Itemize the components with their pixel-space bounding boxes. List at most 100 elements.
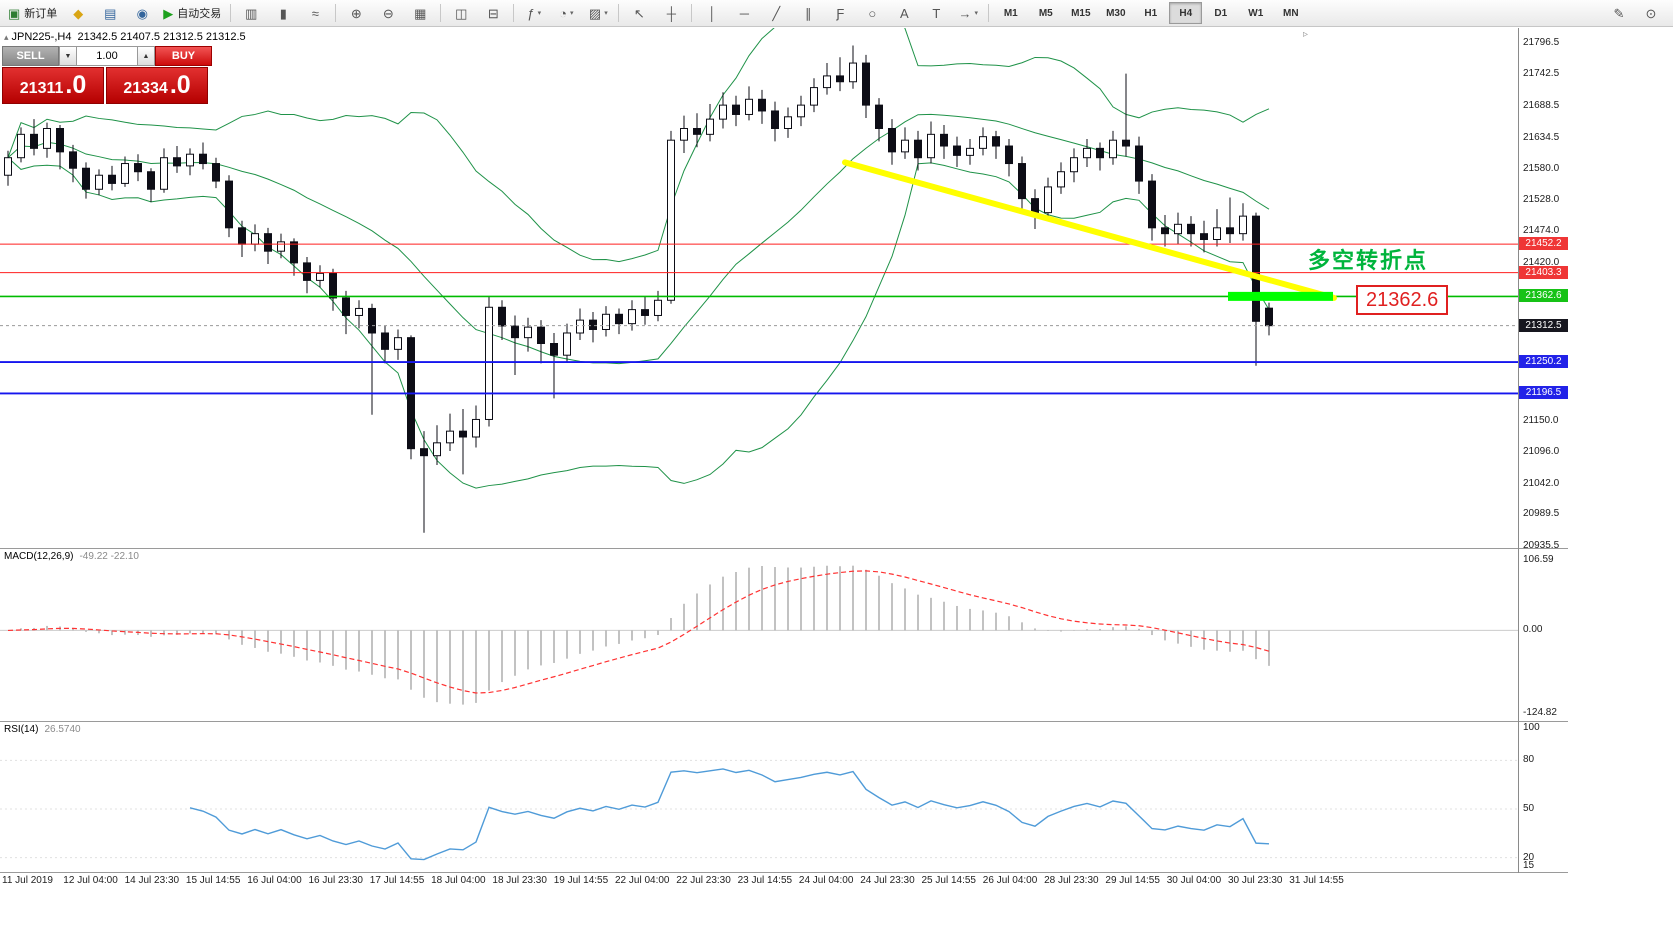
time-label: 29 Jul 14:55: [1105, 875, 1160, 886]
timeframe-d1[interactable]: D1: [1214, 7, 1228, 19]
trendline-button[interactable]: ╱: [761, 1, 791, 25]
volume-increase-button[interactable]: ▲: [137, 46, 155, 66]
vertical-line-button[interactable]: │: [697, 1, 727, 25]
candle: [173, 146, 181, 173]
autoscroll-icon[interactable]: ▹: [1303, 29, 1309, 40]
timeframe-mn[interactable]: MN: [1283, 7, 1299, 19]
indicators-button-dropdown-arrow[interactable]: ▾: [537, 10, 542, 17]
tile-windows-button[interactable]: ◫: [446, 1, 476, 25]
indicators-button[interactable]: ƒ ▾: [519, 1, 549, 25]
shapes-button[interactable]: ○: [857, 1, 887, 25]
candle: [849, 45, 857, 89]
one-click-trading-panel: SELL ▼ ▲ BUY 21311 .0 21334 .0: [2, 46, 212, 104]
text-button[interactable]: A: [889, 1, 919, 25]
fibonacci-button[interactable]: Ƒ: [825, 1, 855, 25]
candle: [277, 233, 285, 259]
candle: [1174, 212, 1182, 245]
periods-button[interactable]: ◔ ▾: [551, 1, 581, 25]
channel-button[interactable]: ∥: [793, 1, 823, 25]
candle: [134, 154, 142, 182]
sell-price-pips: .0: [65, 71, 87, 99]
vertical-line-icon: │: [708, 5, 717, 21]
crosshair-button[interactable]: ┼: [656, 1, 686, 25]
new-order-button[interactable]: ▣ 新订单: [4, 1, 61, 25]
candle: [1005, 139, 1013, 177]
arrows-button-dropdown-arrow[interactable]: ▾: [974, 10, 979, 17]
candle: [225, 175, 233, 238]
candle: [342, 290, 350, 335]
sell-price-button[interactable]: 21311 .0: [2, 67, 104, 104]
trendline-object[interactable]: [842, 159, 1337, 301]
line-chart-button[interactable]: ≈: [300, 1, 330, 25]
arrows-button[interactable]: → ▾: [953, 1, 983, 25]
cascade-windows-button[interactable]: ⊟: [478, 1, 508, 25]
templates-button-dropdown-arrow[interactable]: ▾: [604, 10, 608, 17]
timeframe-h4[interactable]: H4: [1169, 2, 1203, 24]
news-button[interactable]: ◉: [127, 1, 157, 25]
cascade-windows-icon: ⊟: [487, 5, 499, 21]
price-tick: 20989.5: [1523, 508, 1560, 520]
candle: [303, 257, 311, 294]
periods-button-dropdown-arrow[interactable]: ▾: [569, 10, 574, 17]
bar-chart-icon: ▥: [245, 5, 258, 21]
cursor-button[interactable]: ↖: [624, 1, 654, 25]
panel-separator[interactable]: [0, 548, 1568, 549]
zoom-in-button[interactable]: ⊕: [341, 1, 371, 25]
candle: [654, 290, 662, 322]
candle: [199, 142, 207, 170]
toolbar-separator: [618, 4, 620, 22]
bar-chart-button[interactable]: ▥: [236, 1, 266, 25]
candle: [394, 329, 402, 360]
rsi-canvas[interactable]: [0, 722, 1518, 872]
trade-panel-prices: 21311 .0 21334 .0: [2, 67, 212, 104]
profiles-icon: ◆: [73, 5, 84, 21]
timeframe-h1[interactable]: H1: [1144, 7, 1158, 19]
candle: [82, 162, 90, 199]
label-button[interactable]: T: [921, 1, 951, 25]
candle: [4, 150, 12, 186]
timeframe-m1[interactable]: M1: [1003, 7, 1018, 19]
sell-button[interactable]: SELL: [2, 46, 59, 66]
timeframe-m5[interactable]: M5: [1038, 7, 1053, 19]
panel-separator: [0, 872, 1568, 873]
find-button[interactable]: ⊙: [1645, 6, 1657, 21]
templates-button[interactable]: ▨ ▾: [583, 1, 613, 25]
macd-canvas[interactable]: [0, 550, 1518, 720]
buy-price-button[interactable]: 21334 .0: [106, 67, 208, 104]
panel-separator[interactable]: [0, 721, 1568, 722]
candle: [823, 63, 831, 95]
news-icon: ◉: [136, 5, 148, 21]
volume-decrease-button[interactable]: ▼: [59, 46, 77, 66]
timeframe-m15[interactable]: M15: [1071, 7, 1091, 19]
candlestick-chart-button[interactable]: ▮: [268, 1, 298, 25]
price-chart-canvas[interactable]: [0, 28, 1518, 548]
price-tick: 21150.0: [1523, 414, 1559, 426]
timeframe-m30[interactable]: M30: [1106, 7, 1126, 19]
toolbar-separator: [230, 4, 232, 22]
candle: [1200, 220, 1208, 253]
annotation-level-label: 21362.6: [1356, 285, 1449, 315]
grid-button[interactable]: ▦: [405, 1, 435, 25]
time-label: 28 Jul 23:30: [1044, 875, 1099, 886]
candle: [1096, 142, 1104, 171]
candle: [1252, 212, 1260, 366]
time-axis: 11 Jul 2019 12 Jul 04:00 14 Jul 23:30 15 Ju…: [0, 875, 1518, 889]
volume-input[interactable]: [77, 46, 137, 66]
profiles-button[interactable]: ◆: [63, 1, 93, 25]
timeframe-w1[interactable]: W1: [1248, 7, 1264, 19]
symbol-triangle-icon: ▴: [4, 32, 9, 42]
crosshair-icon: ┼: [666, 5, 676, 21]
market-watch-button[interactable]: ▤: [95, 1, 125, 25]
candle: [693, 113, 701, 148]
candle: [901, 127, 909, 159]
buy-button[interactable]: BUY: [155, 46, 212, 66]
price-badge: 21362.6: [1519, 289, 1568, 303]
indicators-icon: ƒ: [527, 5, 535, 21]
toolbar-right-buttons: ✎ ⊙: [1603, 2, 1667, 26]
macd-values: -49.22 -22.10: [79, 551, 139, 562]
autotrading-button[interactable]: ▶ 自动交易: [159, 1, 225, 25]
edit-button[interactable]: ✎: [1613, 6, 1625, 21]
horizontal-line-button[interactable]: ─: [729, 1, 759, 25]
time-label: 24 Jul 23:30: [860, 875, 915, 886]
zoom-out-button[interactable]: ⊖: [373, 1, 403, 25]
